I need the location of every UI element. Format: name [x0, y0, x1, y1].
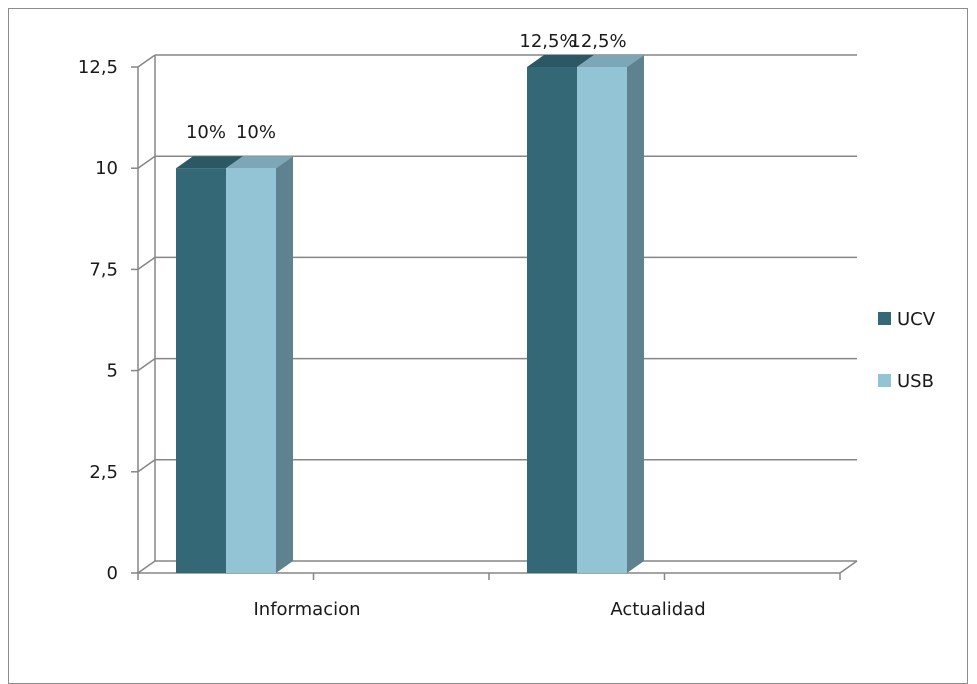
bar-usb: [577, 67, 627, 573]
y-tick-label: 7,5: [89, 259, 118, 280]
gridline-depth: [137, 357, 156, 372]
legend-label: USB: [897, 371, 934, 392]
bar-top-face: [577, 55, 644, 67]
legend-swatch: [878, 374, 891, 387]
bar-side-face: [276, 156, 293, 573]
y-tick-label: 5: [107, 361, 118, 382]
x-category-label: Informacion: [253, 599, 360, 620]
bars: [176, 55, 644, 573]
x-axis-ticks: Informacion Actualidad: [137, 573, 841, 620]
x-category-label: Actualidad: [610, 599, 705, 620]
bar-ucv: [176, 168, 226, 573]
bar-usb: [226, 168, 276, 573]
floor-edge: [839, 560, 858, 574]
gridline-depth: [137, 256, 156, 271]
y-tick-label: 10: [95, 158, 118, 179]
data-label: 10%: [186, 122, 226, 143]
gridline-depth: [137, 54, 156, 68]
y-tick-label: 2,5: [89, 462, 118, 483]
legend-label: UCV: [897, 309, 936, 330]
gridline-depth: [137, 459, 156, 473]
y-tick-label: 12,5: [78, 57, 118, 78]
gridline-depth: [137, 155, 156, 169]
bar-ucv: [527, 67, 577, 573]
bar-top-face: [226, 156, 293, 169]
legend: UCV USB: [878, 309, 936, 392]
data-label: 10%: [236, 122, 276, 143]
bar-side-face: [627, 55, 644, 573]
legend-swatch: [878, 312, 891, 325]
data-label: 12,5%: [519, 31, 576, 52]
data-label: 12,5%: [569, 31, 626, 52]
bar-top-face: [176, 156, 243, 169]
y-tick-label: 0: [107, 563, 118, 584]
data-labels: 10% 10% 12,5%12,5%: [186, 31, 627, 143]
gridline-depth: [137, 560, 156, 574]
chart-frame: [8, 8, 968, 684]
y-axis-ticks: 0 2,5 5 7,5 10 12,5: [78, 57, 138, 584]
bar-top-face: [527, 55, 594, 67]
